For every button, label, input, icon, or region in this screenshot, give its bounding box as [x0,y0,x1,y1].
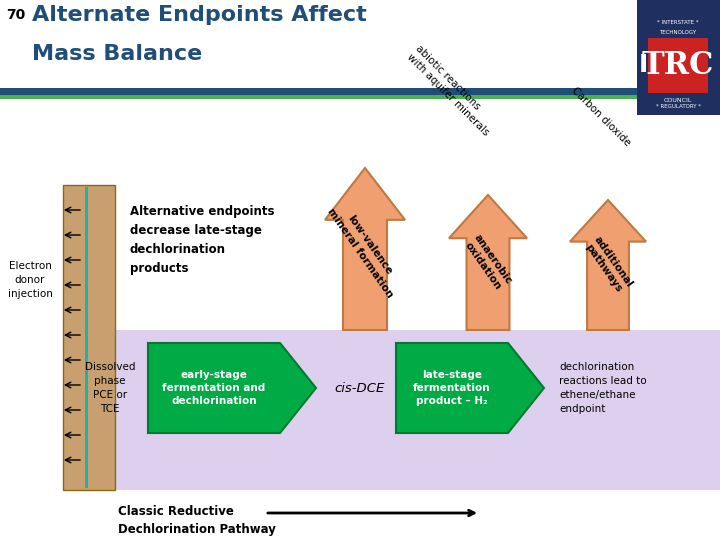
Text: early-stage
fermentation and
dechlorination: early-stage fermentation and dechlorinat… [163,370,266,406]
Text: TRC: TRC [642,50,714,80]
Bar [0,88,637,95]
Text: late-stage
fermentation
product – H₂: late-stage fermentation product – H₂ [413,370,491,406]
Bar [637,0,720,115]
Text: COUNCIL: COUNCIL [664,98,692,103]
Text: abiotic reactions
with aquifer minerals: abiotic reactions with aquifer minerals [405,44,500,138]
Text: cis-DCE: cis-DCE [334,381,384,395]
Text: additional
pathways: additional pathways [582,234,634,296]
Polygon shape [325,168,405,330]
Text: Carbon dioxide: Carbon dioxide [570,85,633,148]
Text: Mass Balance: Mass Balance [32,44,202,64]
Bar [85,187,88,488]
Polygon shape [396,343,544,433]
Polygon shape [570,200,646,330]
Text: Alternative endpoints
decrease late-stage
dechlorination
products: Alternative endpoints decrease late-stag… [130,205,274,275]
Text: TECHNOLOGY: TECHNOLOGY [660,30,696,35]
Bar [63,330,720,490]
Text: Electron
donor
injection: Electron donor injection [8,261,53,299]
Text: * REGULATORY *: * REGULATORY * [655,105,701,110]
Bar [648,38,708,93]
Text: I: I [639,53,647,77]
Text: dechlorination
reactions lead to
ethene/ethane
endpoint: dechlorination reactions lead to ethene/… [559,362,647,414]
Polygon shape [148,343,316,433]
Text: Classic Reductive
Dechlorination Pathway: Classic Reductive Dechlorination Pathway [118,505,276,536]
Bar [63,185,115,490]
Text: anaerobic
oxidation: anaerobic oxidation [462,232,514,293]
Text: Dissolved
phase
PCE or
TCE: Dissolved phase PCE or TCE [85,362,135,414]
Text: * INTERSTATE *: * INTERSTATE * [657,20,698,25]
Text: Alternate Endpoints Affect: Alternate Endpoints Affect [32,5,366,25]
Text: 70: 70 [6,8,25,22]
Polygon shape [449,195,527,330]
Text: low-valence
mineral formation: low-valence mineral formation [325,199,405,299]
Bar [0,95,637,99]
